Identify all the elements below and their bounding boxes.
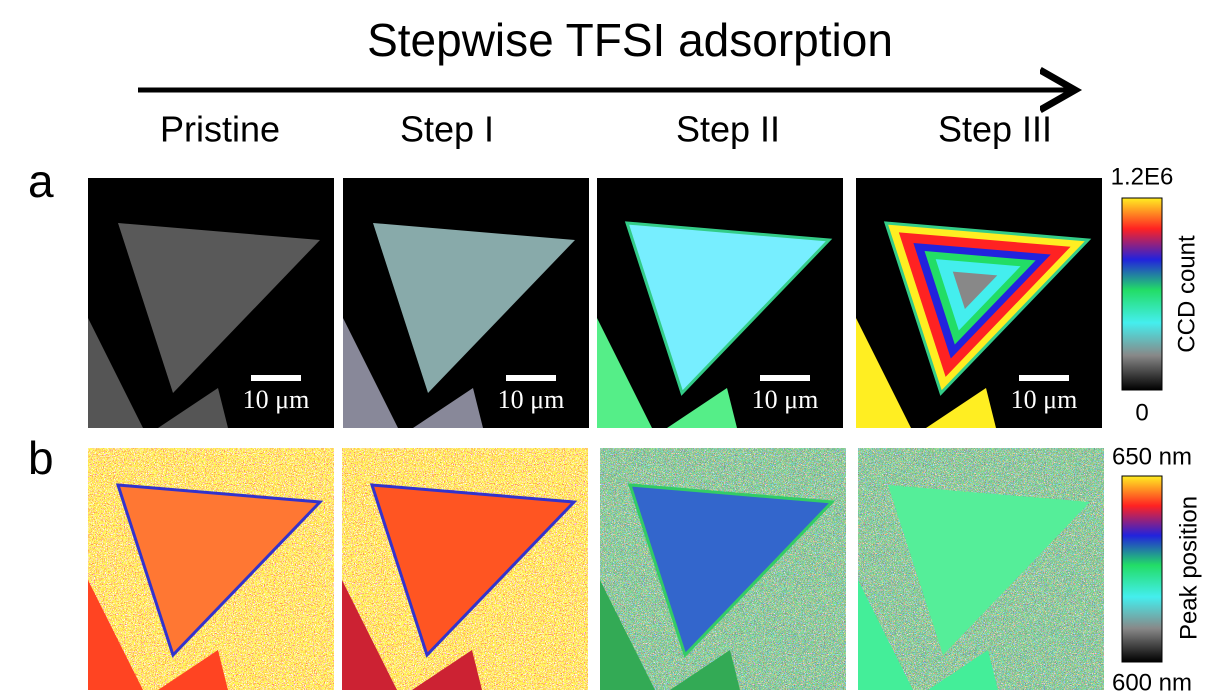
row-label: a [28, 155, 54, 207]
colorbar [1122, 198, 1162, 390]
colorbar-min: 0 [1135, 399, 1148, 426]
scale-bar-label: 10 μm [243, 385, 310, 414]
colorbar-max: 650 nm [1112, 443, 1192, 470]
column-label: Step I [400, 109, 494, 150]
figure-title: Stepwise TFSI adsorption [367, 14, 893, 66]
figure: Stepwise TFSI adsorption a b 1.2E6 0 CCD… [0, 0, 1206, 698]
column-label: Step III [938, 109, 1052, 150]
scale-bar-label: 10 μm [1011, 385, 1078, 414]
scale-bar-label: 10 μm [498, 385, 565, 414]
colorbar [1122, 476, 1162, 662]
colorbar-min: 600 nm [1112, 669, 1192, 696]
colorbar-label: Peak position [1175, 496, 1202, 640]
column-label: Pristine [160, 109, 280, 150]
colorbar-max: 1.2E6 [1111, 163, 1174, 190]
row-label: b [28, 432, 54, 484]
scale-bar-label: 10 μm [752, 385, 819, 414]
column-label: Step II [676, 109, 780, 150]
colorbar-label: CCD count [1173, 235, 1200, 353]
